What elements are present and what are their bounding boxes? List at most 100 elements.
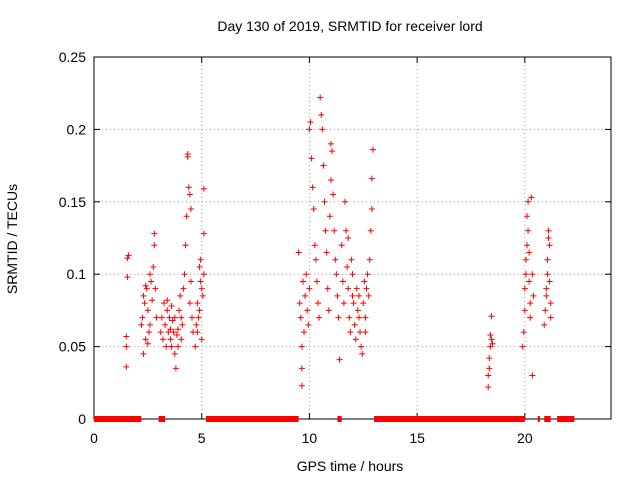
data-point xyxy=(194,300,201,307)
data-point xyxy=(336,356,343,363)
y-tick-label: 0.2 xyxy=(67,121,87,137)
data-point xyxy=(301,329,308,336)
data-point xyxy=(357,329,364,336)
data-point xyxy=(485,384,492,391)
data-point xyxy=(151,230,158,237)
data-point xyxy=(176,307,183,314)
data-point xyxy=(151,242,158,249)
data-point xyxy=(297,314,304,321)
data-point xyxy=(196,307,203,314)
data-point xyxy=(354,307,361,314)
data-point xyxy=(125,252,132,259)
data-point xyxy=(193,321,200,328)
data-point xyxy=(366,256,373,263)
data-point xyxy=(181,271,188,278)
data-point xyxy=(525,227,532,234)
data-point xyxy=(485,372,492,379)
data-point xyxy=(140,350,147,357)
data-point xyxy=(200,185,207,192)
data-point xyxy=(147,321,154,328)
data-point xyxy=(164,297,171,304)
data-point xyxy=(351,321,358,328)
zero-value-band xyxy=(374,416,525,422)
data-point xyxy=(296,300,303,307)
data-point xyxy=(157,329,164,336)
data-point xyxy=(350,300,357,307)
data-point xyxy=(346,314,353,321)
data-points xyxy=(94,94,575,422)
chart-title: Day 130 of 2019, SRMTID for receiver lor… xyxy=(217,18,482,34)
data-point xyxy=(519,343,526,350)
data-point xyxy=(171,350,178,357)
zero-value-band xyxy=(337,416,342,422)
data-point xyxy=(177,292,184,299)
data-point xyxy=(198,336,205,343)
data-point xyxy=(321,198,328,205)
data-point xyxy=(123,343,130,350)
data-point xyxy=(178,336,185,343)
data-point xyxy=(345,235,352,241)
data-point xyxy=(526,249,533,256)
data-point xyxy=(308,155,315,162)
x-tick-label: 20 xyxy=(517,430,533,446)
zero-value-band xyxy=(158,416,166,422)
data-point xyxy=(527,314,534,321)
data-point xyxy=(295,249,302,256)
data-point xyxy=(172,365,179,372)
data-point xyxy=(489,340,496,347)
data-point xyxy=(139,314,146,321)
data-point xyxy=(546,242,553,249)
data-point xyxy=(144,307,151,314)
data-point xyxy=(307,119,314,126)
data-point xyxy=(338,242,345,249)
data-point xyxy=(529,271,536,278)
data-point xyxy=(318,111,325,118)
data-point xyxy=(175,326,182,333)
data-point xyxy=(487,332,494,339)
data-point xyxy=(183,213,190,220)
data-point xyxy=(522,256,529,263)
plot-frame xyxy=(93,56,612,420)
data-point xyxy=(304,307,311,314)
data-point xyxy=(546,278,553,285)
data-point xyxy=(298,382,305,389)
data-point xyxy=(332,256,339,263)
y-axis-label: SRMTID / TECUs xyxy=(4,184,20,294)
data-point xyxy=(152,285,159,292)
data-point xyxy=(175,343,182,350)
data-point xyxy=(347,329,354,336)
data-point xyxy=(140,292,147,299)
data-point xyxy=(123,363,130,370)
data-point xyxy=(521,285,528,292)
grid xyxy=(94,57,611,419)
data-point xyxy=(316,314,323,321)
data-point xyxy=(187,278,194,285)
data-point xyxy=(187,206,194,213)
data-point xyxy=(142,282,149,289)
data-point xyxy=(522,271,529,278)
data-point xyxy=(541,321,548,328)
data-point xyxy=(180,285,187,292)
y-tick-label: 0.15 xyxy=(59,194,86,210)
data-point xyxy=(344,263,351,270)
data-point xyxy=(322,227,329,234)
x-tick-label: 5 xyxy=(198,430,206,446)
data-point xyxy=(340,300,347,307)
data-point xyxy=(486,365,493,372)
data-point xyxy=(182,242,189,249)
data-point xyxy=(147,271,154,278)
data-point xyxy=(166,314,173,321)
data-point xyxy=(542,307,549,314)
data-point xyxy=(168,303,175,310)
data-point xyxy=(361,278,368,285)
x-axis-label: GPS time / hours xyxy=(297,458,404,474)
data-point xyxy=(360,300,367,307)
data-point xyxy=(547,314,554,321)
data-point xyxy=(138,321,145,328)
data-point xyxy=(313,278,320,285)
data-point xyxy=(197,278,204,285)
data-point xyxy=(148,278,155,285)
data-point xyxy=(173,332,180,339)
data-point xyxy=(333,271,340,278)
axes xyxy=(93,56,612,420)
